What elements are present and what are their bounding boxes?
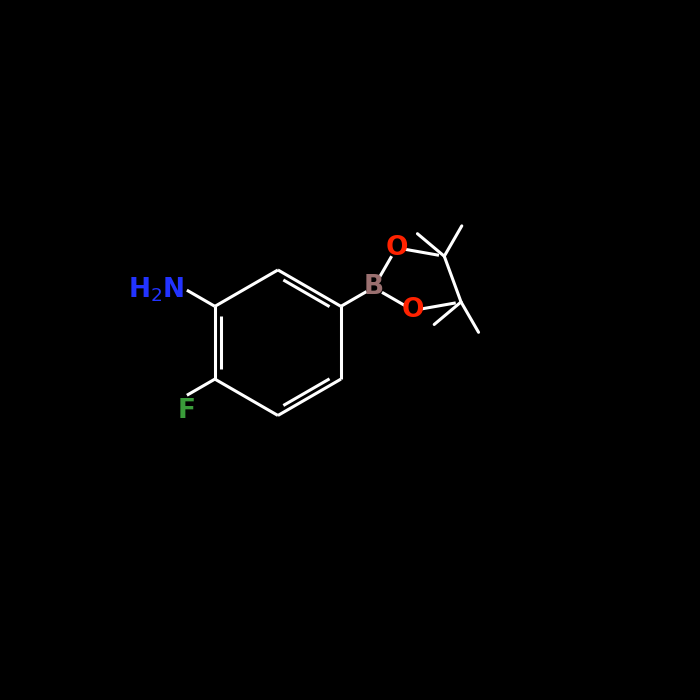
Text: F: F bbox=[178, 398, 196, 424]
Text: O: O bbox=[385, 234, 407, 261]
Text: O: O bbox=[402, 298, 424, 323]
Text: H$_2$N: H$_2$N bbox=[127, 276, 184, 304]
Text: B: B bbox=[363, 274, 384, 300]
